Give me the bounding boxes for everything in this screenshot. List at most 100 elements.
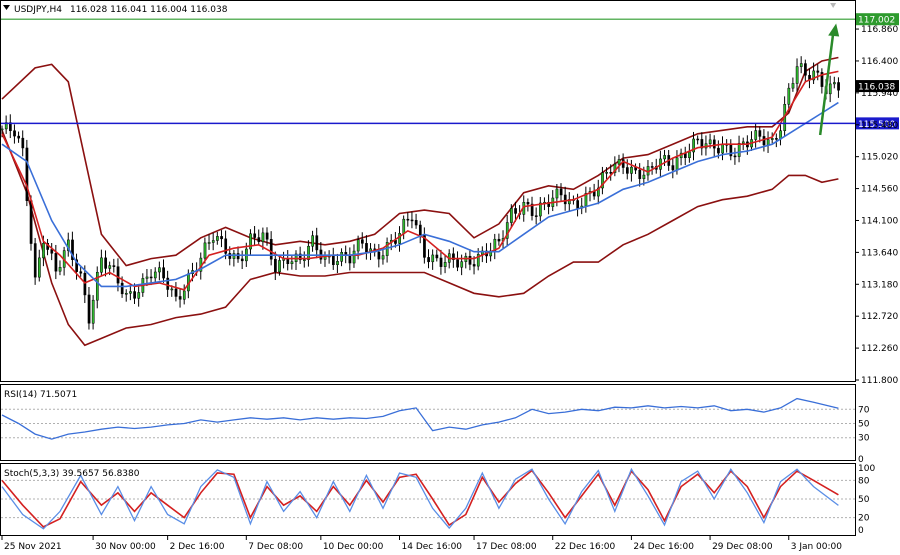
candle-body[interactable] xyxy=(307,245,310,260)
candle-body[interactable] xyxy=(804,63,807,76)
candle-body[interactable] xyxy=(497,238,501,242)
candle-body[interactable] xyxy=(721,144,724,154)
candle-body[interactable] xyxy=(406,218,410,221)
candle-body[interactable] xyxy=(758,130,762,137)
candle-body[interactable] xyxy=(236,253,240,260)
candle-body[interactable] xyxy=(348,255,352,264)
candle-body[interactable] xyxy=(688,151,691,158)
candle-body[interactable] xyxy=(261,232,265,242)
candle-body[interactable] xyxy=(733,155,737,158)
candle-body[interactable] xyxy=(787,87,791,105)
candle-body[interactable] xyxy=(452,253,455,260)
candle-body[interactable] xyxy=(816,70,820,73)
candle-body[interactable] xyxy=(29,200,33,244)
candle-body[interactable] xyxy=(87,294,91,324)
candle-body[interactable] xyxy=(460,261,464,268)
candle-body[interactable] xyxy=(17,135,21,139)
candle-body[interactable] xyxy=(770,138,774,140)
candle-body[interactable] xyxy=(775,138,778,140)
candle-body[interactable] xyxy=(626,167,629,174)
candle-body[interactable] xyxy=(100,257,103,273)
candle-body[interactable] xyxy=(0,128,4,131)
candle-body[interactable] xyxy=(791,83,795,89)
candle-body[interactable] xyxy=(58,267,62,272)
candle-body[interactable] xyxy=(170,288,174,291)
candle-body[interactable] xyxy=(692,138,695,153)
candle-body[interactable] xyxy=(559,188,563,196)
candle-body[interactable] xyxy=(265,232,269,240)
candle-body[interactable] xyxy=(700,139,704,149)
candle-body[interactable] xyxy=(717,147,720,154)
candle-body[interactable] xyxy=(166,277,170,290)
candle-body[interactable] xyxy=(493,238,497,252)
candle-body[interactable] xyxy=(332,255,335,265)
candle-body[interactable] xyxy=(274,258,277,273)
candle-body[interactable] xyxy=(149,276,153,279)
candle-body[interactable] xyxy=(153,271,157,279)
candle-body[interactable] xyxy=(766,139,770,146)
candle-body[interactable] xyxy=(597,187,600,197)
candle-body[interactable] xyxy=(203,242,207,259)
candle-body[interactable] xyxy=(95,271,99,301)
candle-body[interactable] xyxy=(207,242,211,244)
candle-body[interactable] xyxy=(671,165,675,171)
candle-body[interactable] xyxy=(663,155,666,160)
candle-body[interactable] xyxy=(737,142,741,157)
candle-body[interactable] xyxy=(837,82,840,91)
candle-body[interactable] xyxy=(418,224,422,236)
candle-body[interactable] xyxy=(812,70,816,81)
candle-body[interactable] xyxy=(638,169,642,179)
candle-body[interactable] xyxy=(162,267,165,279)
candle-body[interactable] xyxy=(257,237,261,242)
candle-body[interactable] xyxy=(630,166,633,174)
candle-body[interactable] xyxy=(278,260,281,273)
candle-body[interactable] xyxy=(828,83,832,95)
candle-body[interactable] xyxy=(381,255,385,260)
candle-body[interactable] xyxy=(601,172,604,189)
candle-body[interactable] xyxy=(158,267,161,273)
candle-body[interactable] xyxy=(365,243,368,253)
candle-body[interactable] xyxy=(539,202,542,217)
candle-body[interactable] xyxy=(526,202,530,205)
candle-body[interactable] xyxy=(356,239,360,252)
candle-body[interactable] xyxy=(220,236,223,240)
candle-body[interactable] xyxy=(33,243,37,278)
candle-body[interactable] xyxy=(129,291,132,294)
candle-body[interactable] xyxy=(439,257,443,267)
candle-body[interactable] xyxy=(249,233,252,250)
candle-body[interactable] xyxy=(116,266,120,284)
candle-body[interactable] xyxy=(182,290,186,300)
candle-body[interactable] xyxy=(476,254,480,267)
candle-body[interactable] xyxy=(133,291,136,299)
triangle-down-icon[interactable] xyxy=(3,5,10,10)
candle-body[interactable] xyxy=(795,66,799,84)
candle-body[interactable] xyxy=(75,259,78,272)
candle-body[interactable] xyxy=(431,254,435,263)
candle-body[interactable] xyxy=(762,136,766,146)
candle-body[interactable] xyxy=(675,157,679,171)
candle-body[interactable] xyxy=(427,257,430,263)
candle-body[interactable] xyxy=(820,72,824,87)
candle-body[interactable] xyxy=(555,188,559,199)
candle-body[interactable] xyxy=(435,254,439,259)
candle-body[interactable] xyxy=(754,130,758,140)
candle-body[interactable] xyxy=(443,262,447,267)
candle-body[interactable] xyxy=(253,233,257,238)
candle-body[interactable] xyxy=(216,236,219,241)
candle-body[interactable] xyxy=(178,296,182,300)
candle-body[interactable] xyxy=(79,271,83,274)
candle-body[interactable] xyxy=(315,235,319,251)
candle-body[interactable] xyxy=(410,219,414,222)
candle-body[interactable] xyxy=(605,172,609,174)
candle-body[interactable] xyxy=(224,238,228,254)
candle-body[interactable] xyxy=(269,239,273,260)
candle-body[interactable] xyxy=(833,82,836,85)
candle-body[interactable] xyxy=(104,257,107,269)
candle-body[interactable] xyxy=(124,292,128,295)
candle-body[interactable] xyxy=(91,299,95,324)
candle-body[interactable] xyxy=(547,201,551,207)
candle-body[interactable] xyxy=(398,233,401,244)
candle-body[interactable] xyxy=(112,265,116,267)
candle-body[interactable] xyxy=(530,203,534,216)
